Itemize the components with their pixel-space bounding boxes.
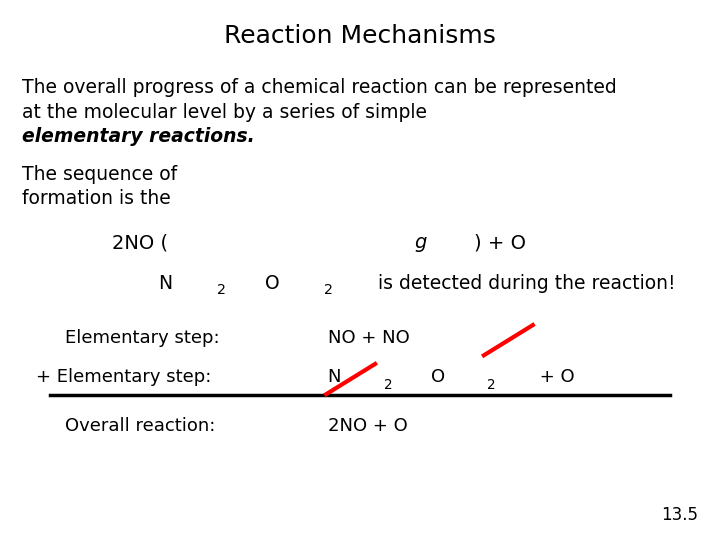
Text: N: N bbox=[328, 368, 341, 386]
Text: 2: 2 bbox=[217, 284, 225, 298]
Text: 2NO (: 2NO ( bbox=[112, 233, 168, 252]
Text: 2: 2 bbox=[487, 378, 495, 392]
Text: The sequence of: The sequence of bbox=[22, 165, 183, 184]
Text: Reaction Mechanisms: Reaction Mechanisms bbox=[224, 24, 496, 48]
Text: O: O bbox=[431, 368, 445, 386]
Text: formation is the: formation is the bbox=[22, 189, 176, 208]
Text: ) + O: ) + O bbox=[474, 233, 526, 252]
Text: is detected during the reaction!: is detected during the reaction! bbox=[372, 274, 676, 293]
Text: O: O bbox=[265, 274, 280, 293]
Text: at the molecular level by a series of simple: at the molecular level by a series of si… bbox=[22, 103, 433, 122]
Text: 2: 2 bbox=[384, 378, 392, 392]
Text: g: g bbox=[414, 233, 426, 252]
Text: Elementary step:: Elementary step: bbox=[65, 329, 220, 347]
Text: 2: 2 bbox=[324, 284, 333, 298]
Text: The overall progress of a chemical reaction can be represented: The overall progress of a chemical react… bbox=[22, 78, 616, 97]
Text: N: N bbox=[158, 274, 173, 293]
Text: elementary reactions.: elementary reactions. bbox=[22, 127, 254, 146]
Text: + Elementary step:: + Elementary step: bbox=[36, 368, 212, 386]
Text: NO + NO: NO + NO bbox=[328, 329, 421, 347]
Text: 13.5: 13.5 bbox=[662, 506, 698, 524]
Text: Overall reaction:: Overall reaction: bbox=[65, 417, 215, 435]
Text: 2NO + O: 2NO + O bbox=[328, 417, 408, 435]
Text: + O: + O bbox=[534, 368, 574, 386]
